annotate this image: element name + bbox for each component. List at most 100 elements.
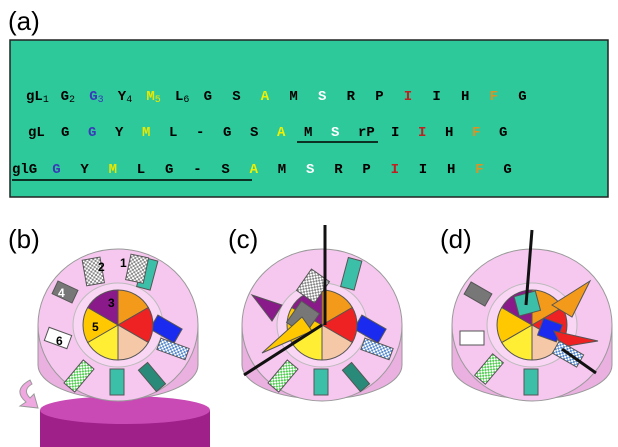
residue: I bbox=[419, 162, 427, 178]
residue-letter: L bbox=[137, 162, 145, 178]
residue: glG bbox=[12, 162, 37, 178]
residue-letter: Y bbox=[115, 125, 124, 141]
residue: S bbox=[221, 162, 229, 178]
residue: S bbox=[331, 125, 339, 141]
residue: H bbox=[445, 125, 453, 141]
residue-index: 1 bbox=[43, 95, 49, 106]
residue-letter: glG bbox=[12, 162, 37, 178]
residue: A bbox=[261, 89, 270, 105]
residue-letter: - bbox=[196, 125, 204, 141]
residue: G bbox=[61, 125, 69, 141]
residue-letter: A bbox=[277, 125, 286, 141]
residue-letter: Y bbox=[80, 162, 89, 178]
residue: I bbox=[432, 89, 440, 105]
residue: Y bbox=[80, 162, 89, 178]
residue-letter: I bbox=[391, 162, 399, 178]
residue-letter: G bbox=[61, 89, 69, 105]
wheel: 1 2 3 4 5 6 bbox=[38, 249, 198, 401]
residue: G bbox=[223, 125, 231, 141]
residue-letter: S bbox=[331, 125, 339, 141]
residue: I bbox=[418, 125, 426, 141]
residue-letter: A bbox=[261, 89, 270, 105]
residue-letter: R bbox=[347, 89, 356, 105]
residue: - bbox=[196, 125, 204, 141]
residue-letter: I bbox=[391, 125, 399, 141]
residue-letter: F bbox=[475, 162, 483, 178]
residue-letter: H bbox=[447, 162, 455, 178]
wheel bbox=[452, 230, 612, 401]
residue-letter: I bbox=[432, 89, 440, 105]
panel-label: (d) bbox=[440, 224, 472, 254]
residue-index: 5 bbox=[155, 95, 161, 106]
residue-letter: rP bbox=[358, 125, 375, 141]
residue: M bbox=[304, 125, 312, 141]
residue: M bbox=[142, 125, 150, 141]
panel-label: (b) bbox=[8, 224, 40, 254]
residue-letter: P bbox=[375, 89, 383, 105]
segment-number: 6 bbox=[56, 334, 63, 348]
residue-letter: - bbox=[193, 162, 201, 178]
residue-letter: I bbox=[419, 162, 427, 178]
residue-letter: H bbox=[445, 125, 453, 141]
segment-number: 2 bbox=[98, 260, 105, 274]
residue: M bbox=[109, 162, 117, 178]
residue-letter: P bbox=[362, 162, 370, 178]
residue: R bbox=[347, 89, 356, 105]
residue-letter: G bbox=[165, 162, 173, 178]
residue: M bbox=[289, 89, 297, 105]
residue: G bbox=[499, 125, 507, 141]
residue: P bbox=[375, 89, 383, 105]
residue: rP bbox=[358, 125, 375, 141]
residue-letter: R bbox=[334, 162, 343, 178]
residue-letter: S bbox=[306, 162, 314, 178]
residue-letter: G bbox=[518, 89, 526, 105]
residue: S bbox=[318, 89, 326, 105]
residue: L bbox=[137, 162, 145, 178]
residue: S bbox=[250, 125, 258, 141]
residue-letter: G bbox=[499, 125, 507, 141]
residue: P bbox=[362, 162, 370, 178]
segment-number: 5 bbox=[92, 320, 99, 334]
residue: G bbox=[518, 89, 526, 105]
residue: F bbox=[475, 162, 483, 178]
residue-letter: G bbox=[503, 162, 511, 178]
residue-letter: S bbox=[250, 125, 258, 141]
residue-letter: F bbox=[472, 125, 480, 141]
residue-letter: H bbox=[461, 89, 469, 105]
panel-label: (a) bbox=[8, 6, 40, 36]
segment-number: 3 bbox=[108, 296, 115, 310]
residue-letter: I bbox=[404, 89, 412, 105]
segment-number: 4 bbox=[58, 286, 65, 300]
residue: S bbox=[232, 89, 240, 105]
residue-index: 3 bbox=[98, 95, 104, 106]
residue-letter: S bbox=[318, 89, 326, 105]
residue-letter: G bbox=[204, 89, 212, 105]
panel-label: (c) bbox=[228, 224, 258, 254]
residue-letter: gL bbox=[28, 125, 45, 141]
residue-letter: S bbox=[221, 162, 229, 178]
residue: R bbox=[334, 162, 343, 178]
residue: A bbox=[250, 162, 259, 178]
residue: I bbox=[391, 125, 399, 141]
wheel bbox=[242, 225, 402, 401]
residue-letter: L bbox=[175, 89, 183, 105]
residue-letter: M bbox=[289, 89, 297, 105]
residue: F bbox=[490, 89, 498, 105]
residue: G bbox=[204, 89, 212, 105]
residue-letter: gL bbox=[26, 89, 43, 105]
residue-letter: M bbox=[278, 162, 286, 178]
residue: I bbox=[391, 162, 399, 178]
residue: Y bbox=[115, 125, 124, 141]
residue: - bbox=[193, 162, 201, 178]
rotate-arrow bbox=[20, 380, 38, 408]
residue: G bbox=[88, 125, 96, 141]
figure: (a) gL1G2G3Y4M5L6GSAMSRPIIHFGgLGGYML-GSA… bbox=[0, 0, 618, 447]
residue-letter: G bbox=[52, 162, 60, 178]
residue: G bbox=[503, 162, 511, 178]
residue-letter: G bbox=[61, 125, 69, 141]
residue: G bbox=[165, 162, 173, 178]
residue-letter: I bbox=[418, 125, 426, 141]
segment-number: 1 bbox=[120, 256, 127, 270]
residue-letter: M bbox=[304, 125, 312, 141]
residue: L bbox=[169, 125, 177, 141]
